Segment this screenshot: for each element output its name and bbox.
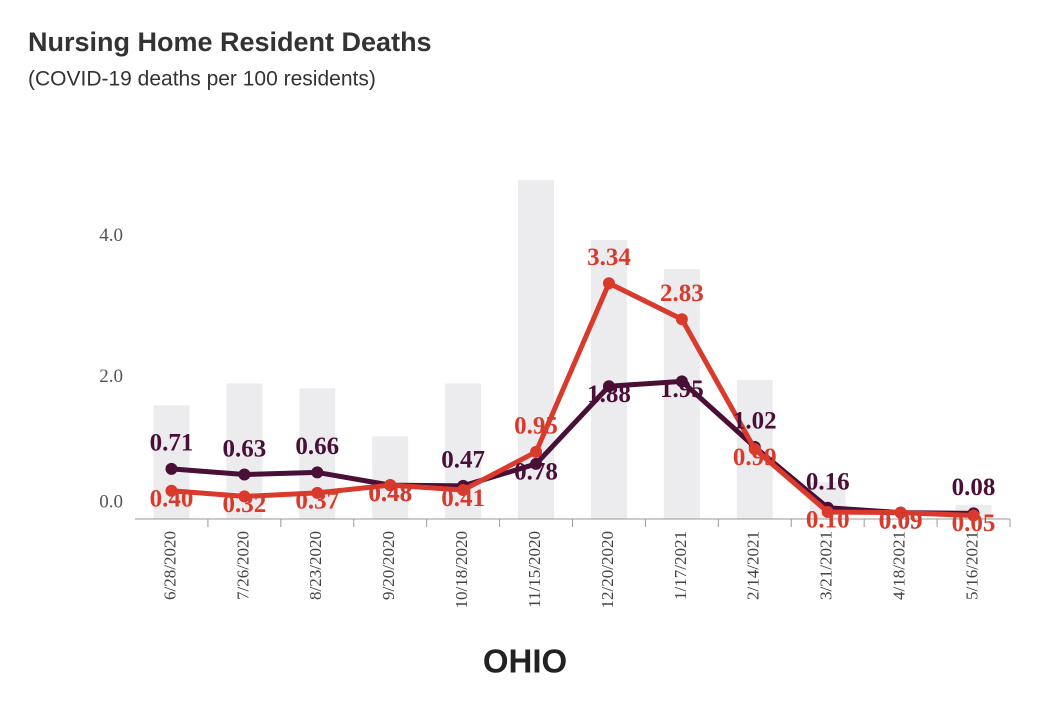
data-label: 0.47 (441, 447, 485, 474)
point (530, 445, 543, 458)
x-tick-label: 8/23/2020 (306, 531, 325, 600)
y-tick-label: 2.0 (99, 366, 123, 387)
point (238, 468, 251, 481)
x-tick-label: 9/20/2020 (379, 531, 398, 600)
point (821, 505, 834, 518)
x-tick-label: 2/14/2021 (744, 531, 763, 600)
line (171, 280, 974, 518)
chart-title: Nursing Home Resident Deaths (28, 27, 432, 57)
data-label: 0.48 (368, 480, 412, 507)
point (530, 457, 543, 470)
point (602, 380, 615, 393)
x-tick-label: 1/17/2021 (671, 531, 690, 600)
data-label: 0.08 (952, 474, 996, 501)
point (675, 375, 688, 388)
y-tick-label: 0.0 (99, 491, 123, 512)
bar (445, 383, 482, 519)
data-label: 1.95 (660, 376, 704, 403)
data-label: 2.83 (660, 280, 704, 307)
point (967, 509, 980, 522)
x-tick-label: 7/26/2020 (233, 531, 252, 600)
data-label: 0.71 (150, 430, 194, 457)
data-label: 0.41 (441, 485, 485, 512)
data-label: 0.63 (223, 435, 267, 462)
data-label: 0.32 (223, 491, 267, 518)
data-label: 0.10 (806, 507, 850, 534)
bar (153, 405, 190, 519)
y-tick-label: 4.0 (99, 225, 123, 246)
x-tick-label: 4/18/2021 (890, 531, 909, 600)
line (171, 378, 974, 516)
x-tick-label: 6/28/2020 (160, 531, 179, 600)
point (165, 484, 178, 497)
point (675, 313, 688, 326)
point (311, 466, 324, 479)
point (384, 479, 397, 492)
data-label: 0.66 (295, 433, 339, 460)
x-axis-title: OHIO (483, 643, 567, 680)
x-tick-label: 5/16/2021 (962, 531, 981, 600)
point (894, 506, 907, 519)
data-label: 0.48 (368, 480, 412, 507)
data-label: 0.09 (879, 507, 923, 534)
point (165, 462, 178, 475)
x-tick-label: 10/18/2020 (452, 531, 471, 608)
data-label: 0.16 (806, 468, 850, 495)
point (457, 484, 470, 497)
data-label: 0.95 (514, 413, 558, 440)
point (602, 277, 615, 290)
point (238, 490, 251, 503)
data-label: 0.09 (879, 507, 923, 534)
data-label: 3.34 (587, 244, 631, 271)
point (311, 486, 324, 499)
data-label: 1.02 (733, 408, 777, 435)
x-tick-label: 3/21/2021 (817, 531, 836, 600)
chart-subtitle: (COVID-19 deaths per 100 residents) (28, 68, 376, 91)
data-label: 0.99 (733, 444, 777, 471)
data-label: 0.78 (514, 459, 558, 486)
data-label: 0.05 (952, 510, 996, 537)
point (748, 443, 761, 456)
x-tick-label: 11/15/2020 (525, 531, 544, 608)
x-tick-label: 12/20/2020 (598, 531, 617, 608)
data-label: 1.88 (587, 381, 631, 408)
data-label: 0.40 (150, 485, 194, 512)
data-label: 0.37 (295, 488, 339, 515)
bar (372, 436, 409, 519)
